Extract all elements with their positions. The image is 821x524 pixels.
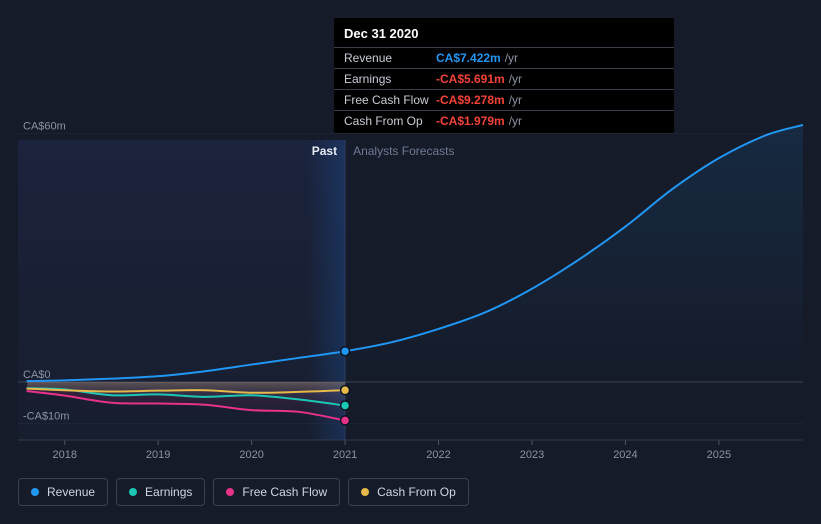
x-axis-label: 2023 <box>520 449 544 461</box>
x-axis-label: 2025 <box>707 449 731 461</box>
x-axis-label: 2021 <box>333 449 357 461</box>
tooltip-row: Earnings-CA$5.691m/yr <box>334 68 674 89</box>
y-axis-label: CA$60m <box>23 120 66 132</box>
tooltip-metric-value: -CA$1.979m <box>436 114 505 128</box>
legend-toggle-cfo[interactable]: Cash From Op <box>348 478 469 506</box>
legend-label: Cash From Op <box>377 485 456 499</box>
tooltip-suffix: /yr <box>509 93 522 107</box>
x-axis-label: 2018 <box>52 449 76 461</box>
tooltip-metric-value: -CA$9.278m <box>436 93 505 107</box>
tooltip-row: Free Cash Flow-CA$9.278m/yr <box>334 89 674 110</box>
tooltip-suffix: /yr <box>505 51 518 65</box>
legend-dot-icon <box>129 488 137 496</box>
legend-toggle-earnings[interactable]: Earnings <box>116 478 205 506</box>
legend-toggle-fcf[interactable]: Free Cash Flow <box>213 478 340 506</box>
legend-dot-icon <box>361 488 369 496</box>
forecast-section-label: Analysts Forecasts <box>353 144 454 158</box>
chart-legend: Revenue Earnings Free Cash Flow Cash From O… <box>18 478 469 506</box>
tooltip-metric-label: Revenue <box>344 51 436 65</box>
x-axis-label: 2020 <box>239 449 263 461</box>
y-axis-label: CA$0 <box>23 369 51 381</box>
tooltip-suffix: /yr <box>509 114 522 128</box>
chart-tooltip: Dec 31 2020 RevenueCA$7.422m/yrEarnings-… <box>334 18 674 133</box>
x-axis-label: 2022 <box>426 449 450 461</box>
tooltip-row: Cash From Op-CA$1.979m/yr <box>334 110 674 131</box>
legend-dot-icon <box>226 488 234 496</box>
legend-label: Free Cash Flow <box>242 485 327 499</box>
x-axis-label: 2019 <box>146 449 170 461</box>
tooltip-suffix: /yr <box>509 72 522 86</box>
legend-toggle-revenue[interactable]: Revenue <box>18 478 108 506</box>
legend-label: Earnings <box>145 485 192 499</box>
tooltip-metric-value: -CA$5.691m <box>436 72 505 86</box>
past-section-label: Past <box>312 144 337 158</box>
tooltip-date: Dec 31 2020 <box>334 24 674 47</box>
tooltip-metric-label: Earnings <box>344 72 436 86</box>
x-axis-label: 2024 <box>613 449 637 461</box>
tooltip-metric-label: Free Cash Flow <box>344 93 436 107</box>
tooltip-row: RevenueCA$7.422m/yr <box>334 47 674 68</box>
legend-label: Revenue <box>47 485 95 499</box>
y-axis-label: -CA$10m <box>23 410 69 422</box>
tooltip-metric-label: Cash From Op <box>344 114 436 128</box>
legend-dot-icon <box>31 488 39 496</box>
tooltip-metric-value: CA$7.422m <box>436 51 501 65</box>
